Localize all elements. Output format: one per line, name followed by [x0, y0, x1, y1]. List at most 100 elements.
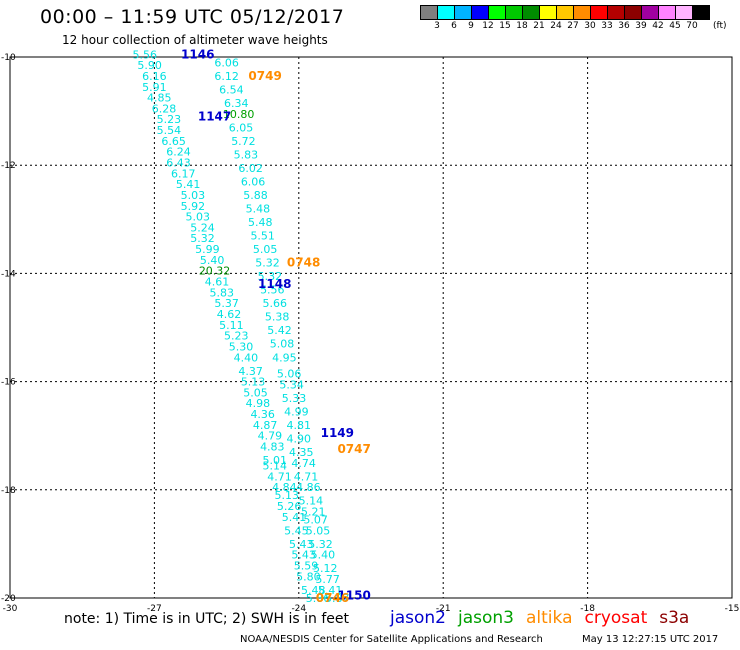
wave-height-label: 5.32 [308, 538, 333, 551]
wave-height-label: 4.85 [147, 92, 172, 105]
longitude-tick-label: -15 [725, 604, 740, 614]
color-scale-tick-label: 9 [468, 21, 474, 31]
wave-height-label: 4.98 [246, 397, 271, 410]
wave-height-label: 5.91 [142, 81, 167, 94]
wave-height-label: 5.34 [279, 378, 304, 391]
legend-item-s3a: s3a [659, 608, 690, 628]
wave-height-label: 5.43 [289, 538, 314, 551]
color-scale-tick-label: 42 [652, 21, 664, 31]
wave-height-label: 6.34 [224, 97, 249, 110]
color-scale-unit: (ft) [713, 21, 727, 31]
wave-height-label: 5.66 [262, 297, 287, 310]
wave-height-label: 5.43 [291, 549, 316, 562]
footer-note: note: 1) Time is in UTC; 2) SWH is in fe… [64, 611, 350, 627]
wave-height-label: 5.30 [229, 340, 254, 353]
wave-height-label: 6.54 [219, 83, 244, 96]
wave-height-label: 4.95 [272, 351, 297, 364]
wave-height-label: 5.77 [315, 573, 340, 586]
legend-item-cryosat: cryosat [584, 608, 648, 628]
wave-height-label: 5.12 [313, 562, 338, 575]
color-scale-bar [420, 5, 710, 20]
legend-item-altika: altika [526, 608, 573, 628]
wave-height-label: 4.40 [234, 351, 259, 364]
wave-height-label: 5.92 [181, 200, 206, 213]
wave-height-label: 5.45 [284, 524, 309, 537]
wave-height-label: 6.06 [214, 56, 239, 69]
wave-height-label: 4.62 [217, 308, 242, 321]
wave-height-label: 5.59 [294, 560, 319, 573]
wave-height-label: 5.38 [265, 311, 290, 324]
map-frame [9, 56, 733, 599]
wave-height-label: 5.51 [250, 230, 275, 243]
wave-height-label: 5.23 [224, 330, 249, 343]
wave-height-label: 5.41 [282, 511, 307, 524]
latitude-tick-label: -10 [1, 53, 16, 63]
wave-height-label: 5.03 [185, 211, 210, 224]
wave-height-label: 4.87 [253, 419, 278, 432]
wave-height-label: 5.48 [301, 584, 326, 597]
wave-height-label: 5.14 [299, 495, 324, 508]
wave-height-label: 4.71 [294, 470, 319, 483]
latitude-tick-label: -14 [1, 269, 16, 279]
wave-height-label: 4.83 [260, 441, 285, 454]
wave-height-label: 5.41 [318, 584, 343, 597]
color-scale-tick-label: 30 [584, 21, 596, 31]
wave-height-label: 4.90 [287, 432, 312, 445]
wave-height-label: 6.43 [166, 156, 191, 169]
wave-height-label: 4.74 [291, 457, 316, 470]
wave-height-label: 5.26 [277, 500, 302, 513]
wave-height-label: 5.40 [200, 254, 225, 267]
wave-height-label: 4.36 [250, 408, 275, 421]
pass-time-label: 0747 [337, 442, 370, 456]
wave-height-label: 5.56 [260, 284, 285, 297]
wave-height-label: 5.14 [262, 459, 287, 472]
wave-height-label: 6.24 [166, 146, 191, 159]
color-scale-tick-label: 70 [686, 21, 698, 31]
longitude-tick-label: -27 [147, 604, 162, 614]
color-scale-tick-label: 6 [451, 21, 457, 31]
wave-height-label: 5.13 [275, 489, 300, 502]
latitude-tick-label: -12 [1, 161, 16, 171]
wave-height-label: 5.13 [241, 376, 266, 389]
color-scale-tick-label: 3 [434, 21, 440, 31]
wave-height-label: 5.72 [231, 135, 256, 148]
color-scale-tick-label: 12 [482, 21, 494, 31]
wave-height-label: 5.05 [243, 386, 268, 399]
generated-timestamp: May 13 12:27:15 UTC 2017 [582, 634, 719, 645]
wave-height-label: 4.81 [287, 419, 312, 432]
wave-height-label: 5.56 [133, 48, 158, 61]
wave-height-label: 6.06 [241, 175, 266, 188]
wave-height-label: 5.48 [246, 202, 271, 215]
pass-time-label: 1146 [181, 47, 214, 61]
wave-height-label: 5.54 [157, 124, 182, 137]
wave-height-label: 5.33 [282, 392, 307, 405]
wave-height-label: 5.86 [306, 592, 331, 605]
wave-height-label: 5.32 [255, 257, 280, 270]
color-scale-tick-label: 15 [499, 21, 511, 31]
wave-height-label: 5.83 [210, 286, 235, 299]
satellite-legend: jason2 jason3 altika cryosat s3a [390, 608, 701, 628]
wave-height-label: 5.99 [195, 243, 220, 256]
legend-item-jason3: jason3 [458, 608, 514, 628]
pass-time-label: 0746 [316, 591, 349, 605]
wave-height-label: 5.21 [301, 505, 326, 518]
wave-height-label: 5.90 [137, 59, 162, 72]
map-subtitle: 12 hour collection of altimeter wave hei… [62, 33, 328, 47]
longitude-tick-label: -21 [436, 604, 451, 614]
wave-height-label: 4.84 [272, 481, 297, 494]
wave-height-label: 5.05 [306, 524, 331, 537]
longitude-tick-label: -24 [291, 604, 306, 614]
wave-height-label: 4.37 [238, 365, 263, 378]
wave-height-label: 10.80 [223, 108, 255, 121]
wave-height-label: 4.86 [296, 481, 321, 494]
color-scale-tick-label: 21 [533, 21, 545, 31]
pass-time-label: 1150 [337, 588, 370, 602]
wave-height-label: 5.05 [253, 243, 278, 256]
color-swatch [692, 5, 710, 20]
wave-height-label: 5.11 [219, 319, 244, 332]
wave-height-label: 4.71 [267, 470, 292, 483]
wave-height-label: 20.32 [199, 265, 231, 278]
wave-height-label: 5.40 [311, 549, 336, 562]
wave-height-label: 4.99 [284, 405, 309, 418]
